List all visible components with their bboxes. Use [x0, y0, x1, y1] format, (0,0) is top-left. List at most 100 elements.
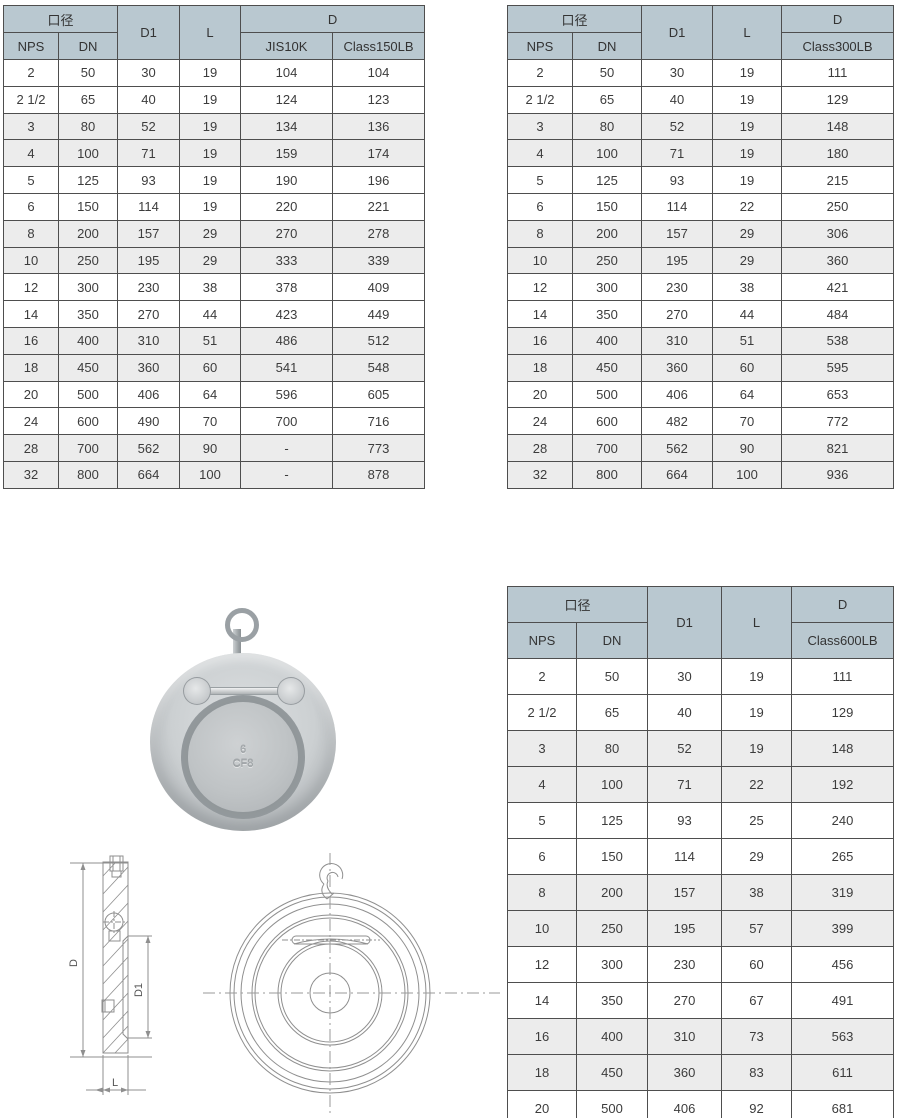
- table-row: 14 350 270 67 491: [507, 982, 895, 1019]
- table-row: 6 150 114 22 250: [507, 192, 895, 221]
- table-cell: 400: [571, 326, 643, 355]
- table-cell: 29: [179, 219, 242, 248]
- jis10k-header: JIS10K: [240, 32, 334, 60]
- table-row: 14 350 270 44 484: [507, 300, 895, 328]
- table-cell: 230: [641, 273, 714, 302]
- eye-bolt-ring: [225, 608, 259, 642]
- dn-header: DN: [575, 622, 649, 659]
- table-cell: 80: [571, 112, 643, 141]
- table-cell: 716: [332, 407, 426, 436]
- table-cell: 8: [3, 219, 59, 248]
- table-row: 2 1/2 65 40 19 129: [507, 694, 895, 731]
- table-row: 20 500 406 64 596 605: [3, 380, 426, 409]
- d1-header: D1: [117, 5, 181, 60]
- table-cell: 700: [240, 407, 334, 436]
- centerlines: [203, 853, 500, 1114]
- class300lb-header: Class300LB: [781, 32, 895, 60]
- table-cell: 93: [117, 166, 181, 194]
- table-cell: 150: [571, 192, 643, 221]
- hinge-pin-front: [282, 935, 380, 945]
- table-cell: 653: [781, 380, 895, 409]
- table-cell: 548: [332, 353, 426, 382]
- dim-label-d1: D1: [133, 983, 145, 997]
- table-cell: 114: [117, 192, 181, 221]
- class150lb-header: Class150LB: [332, 32, 426, 60]
- table-cell: 406: [117, 380, 181, 409]
- table-cell: 450: [57, 353, 119, 382]
- table-cell: 270: [647, 982, 723, 1019]
- table-cell: 250: [57, 246, 119, 275]
- table-cell: 20: [507, 380, 573, 409]
- table-cell: 800: [57, 460, 119, 489]
- table-cell: 19: [712, 85, 783, 114]
- table-cell: 350: [575, 982, 649, 1019]
- table-cell: 400: [57, 326, 119, 355]
- table-cell: 124: [240, 85, 334, 114]
- table-cell: 32: [507, 460, 573, 489]
- table-cell: 180: [781, 139, 895, 168]
- table-cell: 30: [117, 59, 181, 87]
- table-row: 12 300 230 60 456: [507, 946, 895, 983]
- table-cell: 240: [791, 802, 895, 839]
- table-cell: 100: [712, 460, 783, 489]
- header-row: 口径 D1 L D: [506, 586, 895, 659]
- table-cell: 100: [179, 460, 242, 489]
- table-row: 16 400 310 51 486 512: [3, 326, 426, 355]
- table-cell: 270: [117, 300, 181, 328]
- table-cell: 772: [781, 407, 895, 436]
- table-cell: 90: [712, 434, 783, 462]
- table-row: 3 80 52 19 134 136: [3, 112, 426, 141]
- table-cell: 562: [641, 434, 714, 462]
- table-cell: 6: [3, 192, 59, 221]
- table-cell: 595: [781, 353, 895, 382]
- table-cell: 195: [117, 246, 181, 275]
- table-cell: 73: [721, 1018, 793, 1055]
- table-cell: 2 1/2: [507, 694, 577, 731]
- table-cell: 14: [507, 982, 577, 1019]
- table-cell: 681: [791, 1090, 895, 1118]
- table-cell: 83: [721, 1054, 793, 1091]
- table-cell: 14: [3, 300, 59, 328]
- table-row: 12 300 230 38 421: [507, 273, 895, 302]
- table-cell: 29: [712, 246, 783, 275]
- table-cell: 500: [571, 380, 643, 409]
- table-cell: 51: [179, 326, 242, 355]
- table-cell: 192: [791, 766, 895, 803]
- disc-mark-material: CF8: [232, 758, 254, 770]
- table-cell: 29: [179, 246, 242, 275]
- table-cell: 93: [641, 166, 714, 194]
- table-cell: 157: [117, 219, 181, 248]
- table-cell: 24: [507, 407, 573, 436]
- table-cell: 300: [571, 273, 643, 302]
- bore-header: 口径: [506, 5, 643, 33]
- header-row: 口径 D1 L D: [2, 5, 426, 60]
- table-cell: 2: [3, 59, 59, 87]
- table-cell: 64: [179, 380, 242, 409]
- table-cell: 421: [781, 273, 895, 302]
- table-cell: 60: [179, 353, 242, 382]
- table-cell: 70: [712, 407, 783, 436]
- table-row: 16 400 310 51 538: [507, 326, 895, 355]
- table-cell: 200: [57, 219, 119, 248]
- table-cell: 600: [57, 407, 119, 436]
- table-cell: 92: [721, 1090, 793, 1118]
- table-cell: 57: [721, 910, 793, 947]
- table-row: 3 80 52 19 148: [507, 112, 895, 141]
- table-row: 2 50 30 19 111: [507, 658, 895, 695]
- table-cell: 32: [3, 460, 59, 489]
- table-row: 2 50 30 19 111: [507, 59, 895, 87]
- table-cell: 5: [3, 166, 59, 194]
- table-cell: 174: [332, 139, 426, 168]
- table-cell: 195: [641, 246, 714, 275]
- table-cell: 20: [3, 380, 59, 409]
- table-cell: 12: [507, 273, 573, 302]
- l-header: L: [179, 5, 242, 60]
- table-cell: 159: [240, 139, 334, 168]
- table-cell: 71: [641, 139, 714, 168]
- header-row: NPS DN Class600LB: [507, 622, 895, 659]
- l-header: L: [712, 5, 783, 60]
- table-cell: 664: [117, 460, 181, 489]
- table-cell: 90: [179, 434, 242, 462]
- table-cell: 51: [712, 326, 783, 355]
